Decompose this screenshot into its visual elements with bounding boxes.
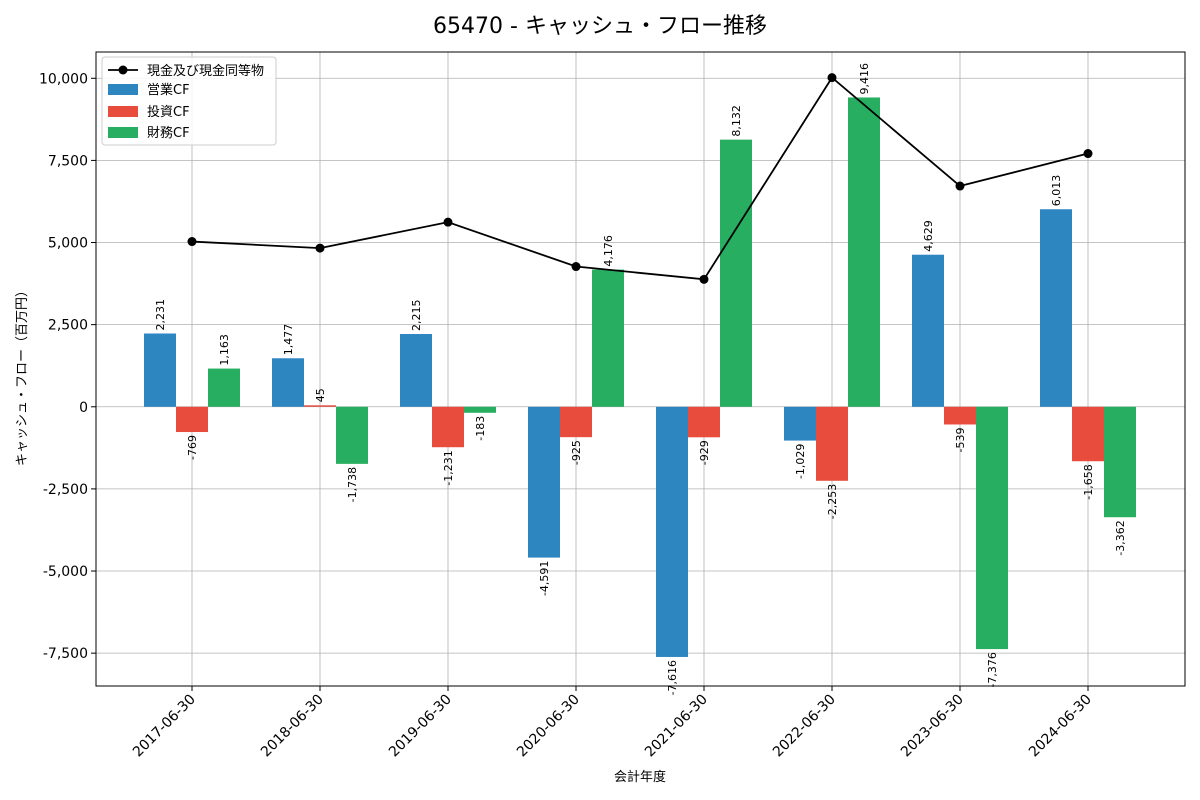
cash-point-2019-06-30 — [443, 217, 453, 227]
bar-投資CF-2017-06-30 — [176, 406, 208, 433]
y-tick-label: -5,000 — [43, 564, 88, 580]
data-label: -929 — [698, 440, 711, 465]
y-tick-label: 0 — [79, 400, 88, 416]
data-label: 1,163 — [218, 334, 231, 366]
data-label: -769 — [186, 435, 199, 460]
data-label: 6,013 — [1050, 175, 1063, 207]
data-label: -539 — [954, 427, 967, 452]
cash-point-2020-06-30 — [571, 262, 581, 272]
x-tick-label: 2020-06-30 — [514, 692, 583, 761]
data-label: -2,253 — [826, 484, 839, 519]
data-label: -1,658 — [1082, 464, 1095, 499]
data-label: 2,215 — [410, 300, 423, 332]
data-label: 45 — [314, 388, 327, 402]
plot-frame — [95, 51, 1186, 687]
x-tick-label: 2019-06-30 — [386, 692, 455, 761]
bar-財務CF-2020-06-30 — [592, 269, 624, 407]
legend-line-marker — [118, 65, 128, 75]
y-tick-label: -2,500 — [43, 482, 88, 498]
data-label: 8,132 — [730, 105, 743, 137]
x-tick-label: 2022-06-30 — [770, 692, 839, 761]
data-label: -4,591 — [538, 561, 551, 596]
bar-営業CF-2017-06-30 — [144, 333, 176, 407]
cash-point-2023-06-30 — [955, 181, 965, 191]
x-tick-label: 2023-06-30 — [898, 692, 967, 761]
bar-投資CF-2021-06-30 — [688, 406, 720, 438]
y-tick-label: 2,500 — [48, 318, 88, 334]
cash-point-2024-06-30 — [1083, 149, 1093, 159]
x-tick-label: 2024-06-30 — [1026, 692, 1095, 761]
cash-point-2022-06-30 — [827, 73, 837, 83]
legend-label-operating: 営業CF — [147, 82, 190, 98]
y-tick-label: -7,500 — [43, 646, 88, 662]
cash-point-2017-06-30 — [187, 237, 197, 247]
data-label: -925 — [570, 440, 583, 465]
bar-営業CF-2019-06-30 — [400, 334, 432, 407]
y-tick-label: 7,500 — [48, 153, 88, 169]
label-layer: 2,231 1,477 2,215 -4,591 -7,616 -1,029 4,629 6,… — [154, 63, 1127, 695]
data-label: 4,629 — [922, 220, 935, 252]
data-label: 1,477 — [282, 324, 295, 356]
bar-営業CF-2023-06-30 — [912, 254, 944, 407]
bar-営業CF-2020-06-30 — [528, 406, 560, 558]
cash-line — [191, 76, 1089, 281]
data-label: -3,362 — [1114, 520, 1127, 555]
legend-swatch-financing — [108, 127, 138, 138]
bar-財務CF-2024-06-30 — [1104, 406, 1136, 518]
grid-layer — [96, 52, 1185, 686]
data-label: -1,029 — [794, 444, 807, 479]
legend-label-cash: 現金及び現金同等物 — [147, 63, 264, 79]
bar-財務CF-2021-06-30 — [720, 139, 752, 407]
bar-財務CF-2017-06-30 — [208, 368, 240, 407]
bar-営業CF-2024-06-30 — [1040, 209, 1072, 407]
line-layer — [187, 73, 1093, 284]
x-axis-label: 会計年度 — [614, 769, 666, 785]
chart-title: 65470 - キャッシュ・フロー推移 — [433, 14, 767, 39]
bar-営業CF-2018-06-30 — [272, 358, 304, 407]
bar-投資CF-2020-06-30 — [560, 406, 592, 438]
bar-営業CF-2022-06-30 — [784, 406, 816, 441]
y-tick-label: 10,000 — [39, 71, 88, 87]
data-label: -7,376 — [986, 652, 999, 687]
bar-layer — [144, 97, 1136, 657]
legend: 現金及び現金同等物 営業CF 投資CF 財務CF — [101, 56, 277, 146]
legend-label-financing: 財務CF — [147, 126, 190, 141]
data-label: -7,616 — [666, 660, 679, 695]
bar-投資CF-2022-06-30 — [816, 406, 848, 481]
x-tick-label: 2021-06-30 — [642, 692, 711, 761]
x-tick-label: 2017-06-30 — [130, 692, 199, 761]
bar-財務CF-2018-06-30 — [336, 406, 368, 464]
bar-財務CF-2019-06-30 — [464, 406, 496, 413]
x-tick-label: 2018-06-30 — [258, 692, 327, 761]
data-label: -1,231 — [442, 450, 455, 485]
data-label: -1,738 — [346, 467, 359, 502]
data-label: -183 — [474, 416, 487, 441]
data-label: 9,416 — [858, 63, 871, 95]
legend-swatch-operating — [108, 84, 138, 95]
legend-label-investing: 投資CF — [147, 104, 190, 120]
data-label: 4,176 — [602, 235, 615, 267]
cash-point-2018-06-30 — [315, 243, 325, 253]
bar-投資CF-2019-06-30 — [432, 406, 464, 448]
y-axis-label: キャッシュ・フロー（百万円） — [15, 284, 30, 466]
y-tick-label: 5,000 — [48, 236, 88, 252]
data-label: 2,231 — [154, 299, 167, 331]
bar-投資CF-2018-06-30 — [304, 405, 336, 407]
legend-frame — [101, 56, 277, 146]
cash-point-2021-06-30 — [699, 274, 709, 284]
bar-投資CF-2023-06-30 — [944, 406, 976, 425]
legend-swatch-investing — [108, 106, 138, 117]
bar-財務CF-2023-06-30 — [976, 406, 1008, 650]
bar-財務CF-2022-06-30 — [848, 97, 880, 407]
bar-営業CF-2021-06-30 — [656, 406, 688, 657]
bar-投資CF-2024-06-30 — [1072, 406, 1104, 462]
